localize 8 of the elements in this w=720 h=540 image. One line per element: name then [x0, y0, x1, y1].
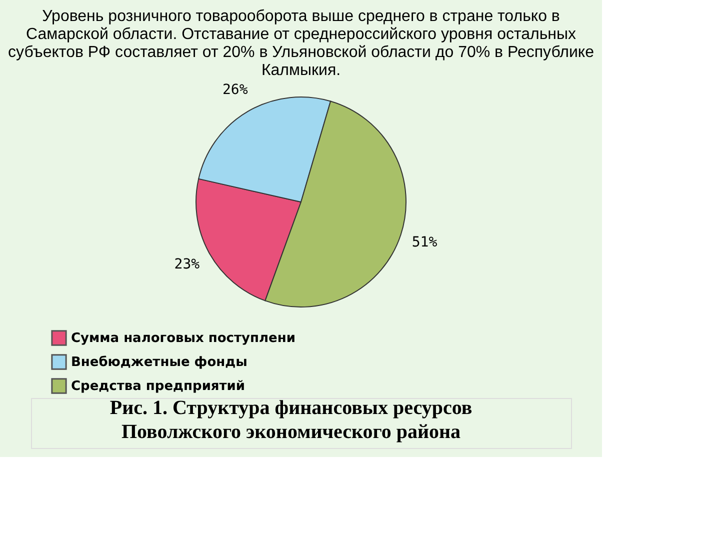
data-label: 23%	[174, 256, 200, 272]
data-label: 51%	[412, 234, 438, 251]
text: Рис. 1. Структура финансовых ресурсов Поволжского экономического района	[110, 397, 472, 443]
legend-label: Средства предприятий	[71, 379, 246, 394]
legend-label: Сумма налоговых поступлени	[71, 331, 296, 346]
legend-label: Внебюджетные фонды	[71, 355, 248, 370]
data-label: 26%	[222, 82, 248, 98]
chart-title: Уровень розничного товарооборота выше среднего в стране только в Самарской области. Отставание от среднероссийского уровня остальных субъектов РФ составляет от 20% в Ульяновской области до 70% в Республике Калмыкия.	[8, 8, 594, 79]
